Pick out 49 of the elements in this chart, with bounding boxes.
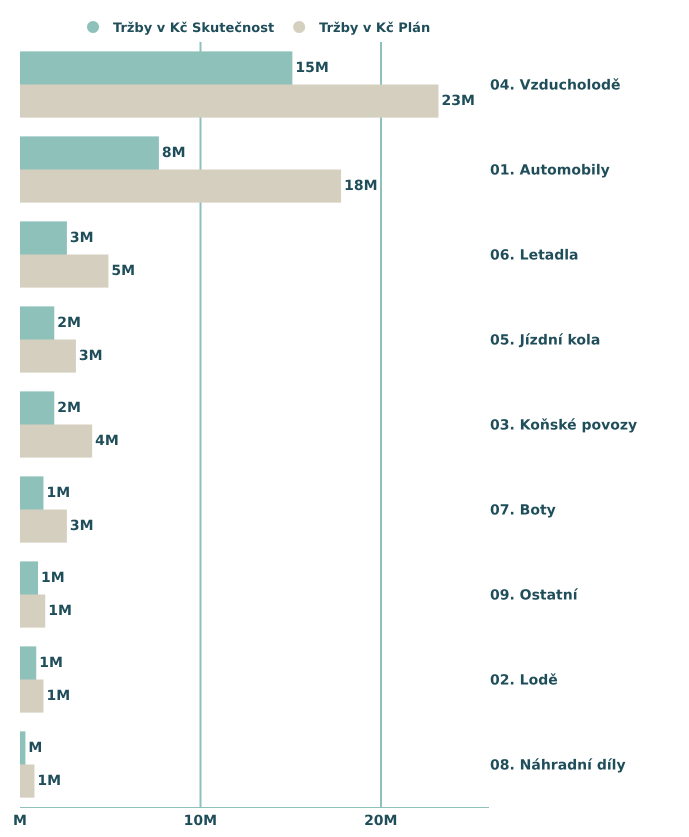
legend-label: Tržby v Kč Plán: [319, 21, 430, 36]
data-label: 5M: [111, 263, 136, 280]
bar: [20, 391, 54, 424]
x-tick-label: 10M: [184, 812, 218, 829]
data-label: 3M: [70, 518, 94, 534]
bar: [20, 254, 108, 288]
y-tick-label: 06. Letadla: [490, 247, 578, 264]
y-tick-label: 07. Boty: [490, 502, 556, 518]
data-label: 23M: [441, 93, 475, 110]
bar: [20, 476, 44, 510]
data-label: 1M: [39, 654, 63, 671]
y-tick-label: 01. Automobily: [490, 162, 610, 178]
data-label: 1M: [46, 484, 70, 501]
y-tick-label: 09. Ostatní: [490, 587, 579, 604]
bar: [20, 594, 46, 628]
data-label: 1M: [48, 603, 72, 620]
bar: [20, 340, 76, 373]
data-label: 2M: [57, 314, 81, 331]
data-label: 15M: [295, 60, 329, 76]
data-label: 1M: [37, 773, 62, 790]
bar: [20, 646, 36, 680]
data-label: 3M: [78, 348, 103, 364]
data-label: 1M: [41, 570, 65, 586]
bar: [20, 764, 34, 798]
data-label: 2M: [57, 400, 81, 416]
bar: [20, 510, 67, 543]
bar: [20, 731, 26, 764]
x-tick-label: 20M: [364, 812, 398, 829]
data-label: 1M: [46, 688, 70, 704]
y-tick-label: 04. Vzducholodě: [490, 77, 620, 94]
bar: [20, 170, 342, 203]
bar: [20, 221, 67, 254]
x-tick-label: M: [13, 812, 27, 829]
y-tick-label: 08. Náhradní díly: [490, 757, 626, 774]
bar: [20, 136, 159, 170]
bar: [20, 306, 54, 340]
legend-label: Tržby v Kč Skutečnost: [113, 21, 274, 36]
bar: [20, 84, 438, 118]
bar: [20, 680, 44, 713]
data-label: 4M: [95, 433, 119, 450]
data-label: M: [28, 740, 42, 756]
y-tick-label: 03. Koňské povozy: [490, 417, 638, 434]
data-label: 18M: [344, 178, 378, 194]
y-tick-label: 02. Lodě: [490, 672, 558, 688]
bar: [20, 561, 38, 594]
y-tick-label: 05. Jízdní kola: [490, 332, 600, 348]
bar: [20, 424, 92, 458]
data-label: 3M: [70, 230, 94, 246]
data-label: 8M: [162, 144, 186, 161]
